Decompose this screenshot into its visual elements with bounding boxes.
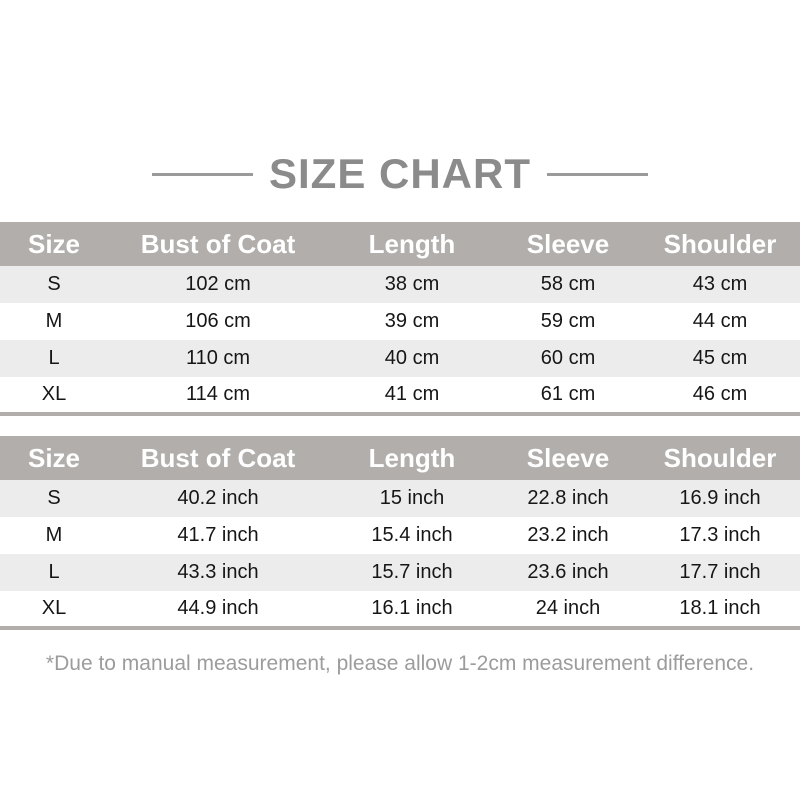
- header-cell: Bust of Coat: [108, 222, 328, 266]
- value-cell: 44.9 inch: [108, 591, 328, 628]
- size-cell: L: [0, 554, 108, 591]
- value-cell: 43.3 inch: [108, 554, 328, 591]
- value-cell: 58 cm: [496, 266, 640, 303]
- header-cell: Size: [0, 222, 108, 266]
- value-cell: 15.4 inch: [328, 517, 496, 554]
- value-cell: 40.2 inch: [108, 480, 328, 517]
- title-section: SIZE CHART: [0, 150, 800, 198]
- value-cell: 23.2 inch: [496, 517, 640, 554]
- value-cell: 44 cm: [640, 303, 800, 340]
- header-cell: Shoulder: [640, 222, 800, 266]
- value-cell: 114 cm: [108, 377, 328, 414]
- value-cell: 60 cm: [496, 340, 640, 377]
- size-tables: Size Bust of Coat Length Sleeve Shoulder S 102…: [0, 222, 800, 630]
- value-cell: 22.8 inch: [496, 480, 640, 517]
- table-row: M 106 cm 39 cm 59 cm 44 cm: [0, 303, 800, 340]
- size-cell: M: [0, 517, 108, 554]
- header-cell: Bust of Coat: [108, 436, 328, 480]
- header-cell: Length: [328, 222, 496, 266]
- size-cell: XL: [0, 591, 108, 628]
- value-cell: 23.6 inch: [496, 554, 640, 591]
- header-cell: Shoulder: [640, 436, 800, 480]
- size-cell: S: [0, 480, 108, 517]
- value-cell: 17.7 inch: [640, 554, 800, 591]
- size-table-inch: Size Bust of Coat Length Sleeve Shoulder S 40.…: [0, 436, 800, 630]
- header-row: Size Bust of Coat Length Sleeve Shoulder: [0, 436, 800, 480]
- table-row: XL 44.9 inch 16.1 inch 24 inch 18.1 inch: [0, 591, 800, 628]
- page-title: SIZE CHART: [269, 150, 531, 197]
- value-cell: 102 cm: [108, 266, 328, 303]
- table-row: S 102 cm 38 cm 58 cm 43 cm: [0, 266, 800, 303]
- table-row: XL 114 cm 41 cm 61 cm 46 cm: [0, 377, 800, 414]
- size-table-cm: Size Bust of Coat Length Sleeve Shoulder S 102…: [0, 222, 800, 416]
- value-cell: 38 cm: [328, 266, 496, 303]
- value-cell: 15.7 inch: [328, 554, 496, 591]
- value-cell: 41.7 inch: [108, 517, 328, 554]
- value-cell: 41 cm: [328, 377, 496, 414]
- value-cell: 15 inch: [328, 480, 496, 517]
- header-cell: Size: [0, 436, 108, 480]
- value-cell: 24 inch: [496, 591, 640, 628]
- value-cell: 17.3 inch: [640, 517, 800, 554]
- table-row: L 110 cm 40 cm 60 cm 45 cm: [0, 340, 800, 377]
- value-cell: 45 cm: [640, 340, 800, 377]
- size-cell: XL: [0, 377, 108, 414]
- value-cell: 59 cm: [496, 303, 640, 340]
- value-cell: 110 cm: [108, 340, 328, 377]
- measurement-note: *Due to manual measurement, please allow…: [45, 652, 755, 675]
- value-cell: 16.9 inch: [640, 480, 800, 517]
- value-cell: 46 cm: [640, 377, 800, 414]
- table-row: M 41.7 inch 15.4 inch 23.2 inch 17.3 inch: [0, 517, 800, 554]
- value-cell: 40 cm: [328, 340, 496, 377]
- header-row: Size Bust of Coat Length Sleeve Shoulder: [0, 222, 800, 266]
- table-row: L 43.3 inch 15.7 inch 23.6 inch 17.7 inch: [0, 554, 800, 591]
- value-cell: 18.1 inch: [640, 591, 800, 628]
- size-cell: S: [0, 266, 108, 303]
- value-cell: 61 cm: [496, 377, 640, 414]
- value-cell: 43 cm: [640, 266, 800, 303]
- size-cell: M: [0, 303, 108, 340]
- value-cell: 106 cm: [108, 303, 328, 340]
- value-cell: 16.1 inch: [328, 591, 496, 628]
- header-cell: Sleeve: [496, 222, 640, 266]
- table-row: S 40.2 inch 15 inch 22.8 inch 16.9 inch: [0, 480, 800, 517]
- header-cell: Length: [328, 436, 496, 480]
- size-cell: L: [0, 340, 108, 377]
- title-right-rule: [547, 172, 648, 176]
- title-left-rule: [152, 172, 253, 176]
- value-cell: 39 cm: [328, 303, 496, 340]
- header-cell: Sleeve: [496, 436, 640, 480]
